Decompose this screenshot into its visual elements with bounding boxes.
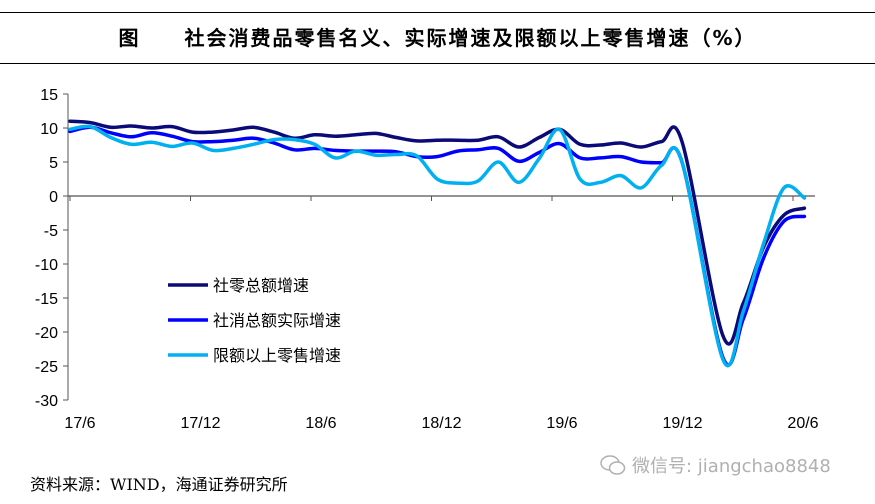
- series-line-0: [68, 119, 807, 346]
- wechat-icon: [600, 455, 626, 475]
- x-tick-label: 17/6: [64, 415, 95, 432]
- legend-label: 社消总额实际增速: [213, 311, 341, 330]
- y-tick-label: -5: [44, 223, 58, 240]
- x-tick-label: 20/6: [787, 415, 818, 432]
- x-tick-label: 19/6: [546, 415, 577, 432]
- y-tick-label: -15: [35, 291, 58, 308]
- series-line-2: [68, 124, 807, 368]
- legend-label: 限额以上零售增速: [213, 346, 341, 365]
- y-tick-label: 5: [49, 155, 58, 172]
- x-tick-label: 18/12: [421, 415, 461, 432]
- y-tick-label: -25: [35, 359, 58, 376]
- chart-title: 图 社会消费品零售名义、实际增速及限额以上零售增速（%）: [118, 26, 757, 50]
- x-tick-label: 19/12: [662, 415, 702, 432]
- y-tick-label: 15: [40, 87, 58, 104]
- watermark: 微信号: jiangchao8848: [600, 452, 831, 478]
- y-tick-label: -20: [35, 325, 58, 342]
- y-tick-label: 0: [49, 189, 58, 206]
- legend-label: 社零总额增速: [213, 276, 309, 295]
- y-tick-label: -30: [35, 393, 58, 410]
- x-tick-label: 17/12: [180, 415, 220, 432]
- title-rule: [0, 63, 875, 64]
- series-line-1: [68, 125, 807, 367]
- watermark-text: 微信号: jiangchao8848: [632, 456, 831, 477]
- y-tick-label: 10: [40, 121, 58, 138]
- y-tick-label: -10: [35, 257, 58, 274]
- x-tick-label: 18/6: [305, 415, 336, 432]
- source-note: 资料来源：WIND，海通证券研究所: [30, 475, 288, 494]
- top-rule: [0, 12, 875, 13]
